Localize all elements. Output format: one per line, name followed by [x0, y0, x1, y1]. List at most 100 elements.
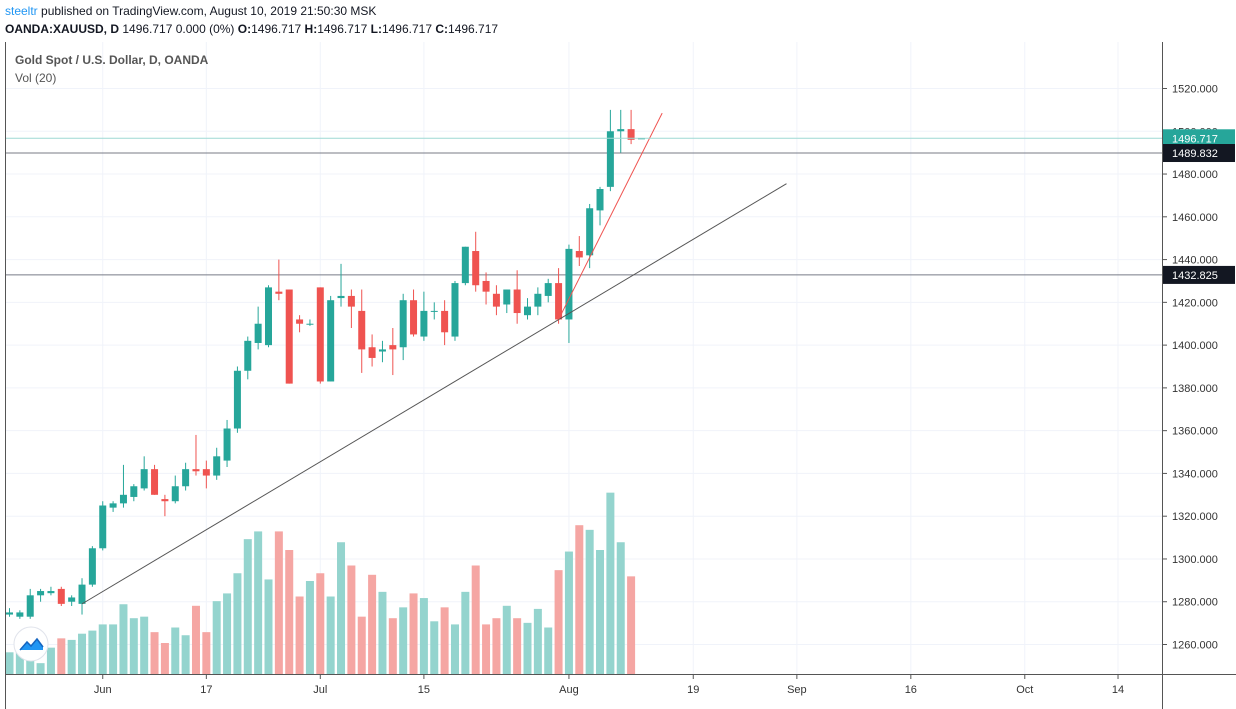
candle-body: [327, 300, 335, 382]
level-badge-text: 1489.832: [1172, 148, 1218, 160]
candle-body: [140, 469, 148, 489]
candle-body: [399, 300, 407, 348]
price-axis-label: 1260.000: [1172, 640, 1218, 652]
trendline-steep[interactable]: [558, 112, 663, 320]
volume-bar: [399, 607, 408, 674]
volume-bar: [450, 624, 459, 674]
chart-frame: [5, 42, 1236, 709]
candle-body: [161, 499, 169, 502]
price-axis-label: 1400.000: [1172, 340, 1218, 352]
candle-body: [151, 469, 159, 495]
close-value: 1496.717: [448, 22, 499, 36]
volume-bar: [46, 647, 55, 674]
volume-bar: [596, 550, 605, 674]
volume-bar: [606, 492, 615, 674]
volume-bar: [264, 579, 273, 674]
candle-body: [441, 310, 449, 333]
volume-bar: [88, 630, 97, 674]
volume-bar: [544, 627, 553, 674]
volume-bar: [502, 605, 511, 674]
price-axis-label: 1360.000: [1172, 426, 1218, 438]
time-axis-label: Aug: [559, 684, 579, 696]
time-axis-label: Jun: [94, 684, 112, 696]
candle-body: [606, 131, 614, 187]
volume-bar: [616, 542, 625, 674]
candle-body: [482, 280, 490, 292]
candle-body: [119, 494, 127, 504]
trendlines[interactable]: [81, 112, 787, 605]
volume-bar: [627, 576, 636, 674]
candle-body: [306, 323, 314, 325]
time-axis-label: 16: [905, 684, 917, 696]
volume-bar: [461, 591, 470, 674]
volume-bar: [523, 622, 532, 674]
volume-bar: [533, 608, 542, 674]
candle-body: [461, 246, 469, 284]
volume-bar: [357, 616, 366, 674]
price-axis-label: 1460.000: [1172, 212, 1218, 224]
price-axis-label: 1440.000: [1172, 255, 1218, 267]
price-axis-label: 1320.000: [1172, 511, 1218, 523]
candle-body: [37, 591, 45, 596]
candle-body: [420, 310, 428, 337]
volume-bar: [326, 596, 335, 674]
candle-body: [223, 428, 231, 461]
volume-bar: [337, 542, 346, 674]
trendline-support[interactable]: [81, 183, 787, 605]
candlesticks: [6, 109, 645, 619]
last-price-badge-background: [1163, 129, 1235, 148]
tradingview-logo-icon[interactable]: [13, 626, 49, 662]
candle-body: [555, 283, 563, 320]
candle-body: [296, 319, 304, 324]
candle-body: [524, 306, 531, 316]
quote-text: 1496.717 0.000 (0%): [122, 22, 235, 36]
volume-bar: [191, 605, 200, 674]
volume-legend: Vol (20): [15, 71, 57, 85]
price-axis-label: 1280.000: [1172, 597, 1218, 609]
time-axis[interactable]: Jun 17 Jul 15 Aug 19 Sep 16 Oct 14: [94, 674, 1124, 696]
high-value: 1496.717: [317, 22, 368, 36]
volume-bars: [5, 492, 636, 674]
volume-bar: [78, 633, 87, 674]
candle-body: [88, 548, 96, 585]
candle-body: [316, 287, 324, 382]
volume-bar: [285, 550, 294, 674]
candle-body: [627, 129, 635, 140]
candle-body: [265, 287, 272, 346]
candle-body: [368, 347, 376, 358]
open-value: 1496.717: [251, 22, 302, 36]
price-axis[interactable]: 1520.0001500.0001480.0001460.0001440.000…: [1162, 84, 1218, 652]
candle-body: [575, 251, 583, 258]
volume-bar: [181, 635, 190, 674]
volume-bar: [409, 593, 418, 674]
candle-body: [410, 300, 418, 335]
symbol-label: OANDA:XAUUSD, D: [5, 22, 119, 36]
grid-lines: [6, 42, 1162, 674]
candle-body: [586, 208, 594, 256]
candle-body: [171, 486, 179, 502]
candle-body: [68, 597, 76, 602]
volume-bar: [316, 573, 325, 674]
volume-bar: [440, 607, 449, 674]
volume-bar: [305, 581, 314, 674]
volume-bar: [419, 598, 428, 674]
candle-body: [99, 505, 107, 549]
candle-body: [6, 612, 13, 615]
candle-body: [472, 251, 480, 286]
volume-bar: [150, 632, 159, 674]
candle-body: [596, 189, 604, 211]
author-link[interactable]: steeltr: [5, 4, 38, 18]
candle-body: [78, 584, 86, 604]
level-badge-background: [1163, 144, 1235, 163]
volume-bar: [36, 663, 45, 674]
volume-bar: [554, 570, 563, 674]
chart-legend-title: Gold Spot / U.S. Dollar, D, OANDA: [15, 53, 209, 67]
time-axis-label: 17: [200, 684, 212, 696]
volume-bar: [212, 601, 221, 674]
volume-bar: [388, 618, 397, 674]
time-axis-label: 14: [1112, 684, 1124, 696]
candle-body: [389, 345, 397, 350]
volume-bar: [15, 646, 24, 674]
volume-bar: [274, 531, 283, 674]
